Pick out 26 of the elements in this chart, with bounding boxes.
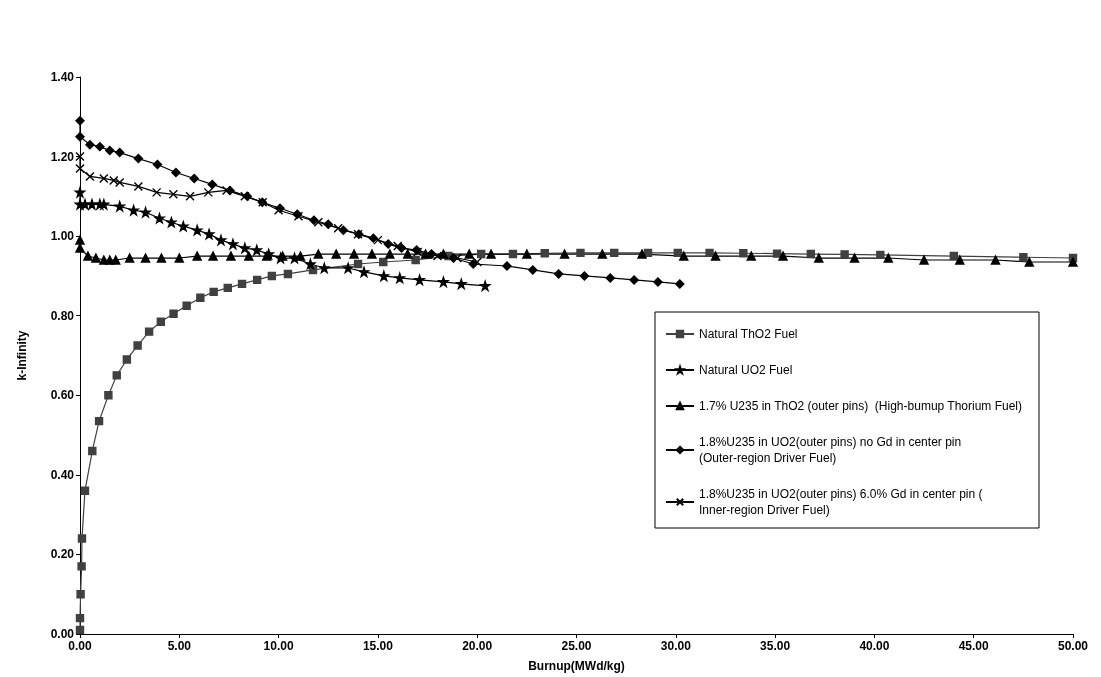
y-tick-label: 0.80 [50,308,75,323]
x-tick-label: 35.00 [760,639,791,653]
x-tick-label: 40.00 [859,639,890,653]
x-axis-title: Burnup(MWd/kg) [528,659,625,673]
y-tick-label: 1.20 [50,149,75,164]
y-axis-title: k-Infinity [15,330,29,381]
x-tick-label: 5.00 [167,639,192,653]
y-tick-label: 0.40 [50,467,75,482]
y-tick-label: 1.00 [50,229,75,244]
x-tick-label: 15.00 [362,639,394,653]
x-tick-label: 45.00 [958,639,990,653]
legend-label: Natural ThO2 Fuel [699,327,798,341]
legend-label: 1.8%U235 in UO2(outer pins) 6.0% Gd in center pin ( Inner-region Driver Fuel) [699,487,986,517]
legend-label: 1.8%U235 in UO2(outer pins) no Gd in center pin (Outer-region Driver Fuel) [699,435,968,465]
x-tick-label: 0.00 [68,639,92,653]
y-tick-label: 0.20 [50,547,75,562]
x-tick-label: 25.00 [561,639,592,653]
x-tick-label: 30.00 [660,639,692,653]
x-tick-label: 50.00 [1057,639,1089,653]
y-tick-label: 0.60 [50,388,75,403]
y-tick-label: 1.40 [50,70,75,84]
legend-label: Natural UO2 Fuel [699,363,793,377]
x-tick-label: 20.00 [462,639,493,653]
legend-label: 1.7% U235 in ThO2 (outer pins) (High-bumup Thorium Fuel) [699,399,1023,413]
y-tick-label: 0.00 [50,627,75,641]
x-tick-label: 10.00 [263,639,294,653]
